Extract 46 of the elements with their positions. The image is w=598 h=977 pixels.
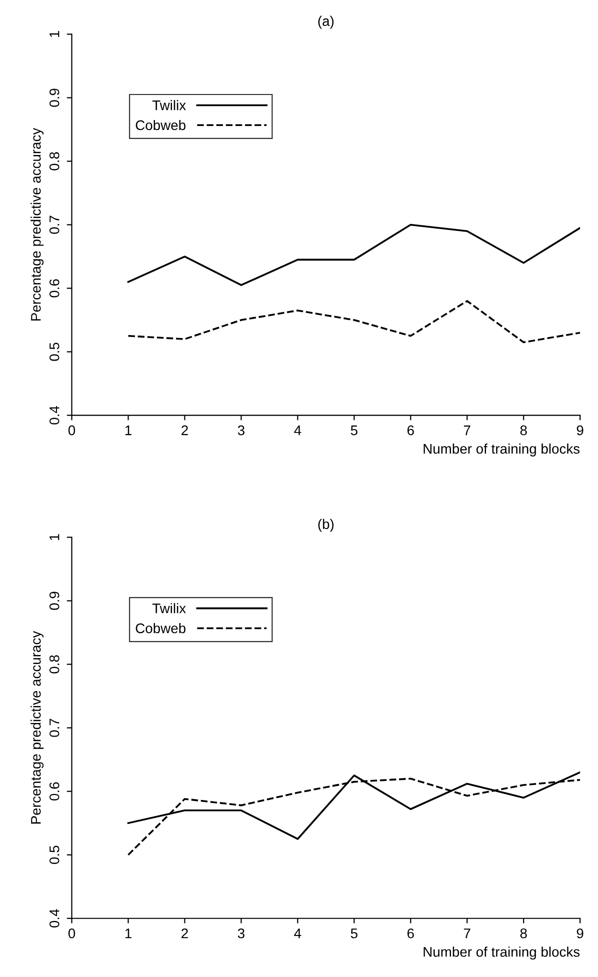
chart-title: (a) — [318, 16, 334, 29]
y-tick-label: 0.8 — [49, 152, 60, 170]
x-tick-label: 8 — [520, 928, 527, 938]
x-tick-label: 4 — [294, 426, 302, 436]
line-series — [127, 300, 580, 344]
y-tick-label: 0.4 — [49, 406, 60, 424]
x-tick-label: 1 — [125, 928, 132, 938]
x-tick-label: 4 — [294, 928, 302, 938]
legend-label: Cobweb — [136, 120, 186, 130]
x-tick-label: 7 — [464, 928, 470, 938]
line-series — [127, 224, 580, 286]
x-tick-label: 2 — [182, 425, 188, 436]
chart-title: (b) — [318, 518, 334, 532]
y-tick-label: 0.6 — [49, 782, 60, 800]
x-tick-label: 5 — [350, 426, 358, 436]
x-tick-label: 6 — [407, 928, 414, 938]
y-tick-label: 0.4 — [49, 909, 60, 928]
legend-label: Cobweb — [136, 623, 186, 634]
x-tick-label: 5 — [350, 928, 358, 938]
y-tick-label: 1 — [50, 534, 60, 540]
y-axis-title: Percentage predictive accuracy — [30, 128, 44, 320]
x-tick-label: 6 — [407, 425, 414, 436]
y-tick-label: 0.6 — [49, 279, 60, 298]
y-tick-label: 0.7 — [49, 718, 60, 737]
x-tick-label: 0 — [68, 928, 76, 938]
x-tick-label: 9 — [576, 425, 584, 436]
y-tick-label: 0.9 — [49, 88, 60, 107]
x-axis-title: Number of training blocks — [424, 444, 580, 456]
x-tick-label: 1 — [125, 426, 132, 436]
y-tick-label: 0.5 — [49, 846, 60, 864]
y-tick-label: 0.9 — [49, 592, 60, 610]
y-tick-label: 0.5 — [49, 342, 60, 361]
legend-label: Twilix — [152, 603, 186, 614]
y-tick-label: 0.7 — [49, 216, 60, 234]
x-tick-label: 2 — [182, 928, 188, 938]
legend-label: Twilix — [152, 100, 186, 110]
y-axis-title: Percentage predictive accuracy — [30, 630, 44, 824]
y-tick-label: 0.8 — [49, 655, 60, 674]
x-tick-label: 7 — [464, 426, 470, 436]
x-tick-label: 8 — [520, 425, 527, 436]
x-tick-label: 3 — [238, 425, 244, 436]
x-axis-title: Number of training blocks — [424, 946, 580, 960]
x-tick-label: 3 — [238, 928, 244, 938]
x-tick-label: 9 — [576, 928, 584, 938]
x-tick-label: 0 — [68, 425, 76, 436]
y-tick-label: 1 — [50, 31, 60, 37]
